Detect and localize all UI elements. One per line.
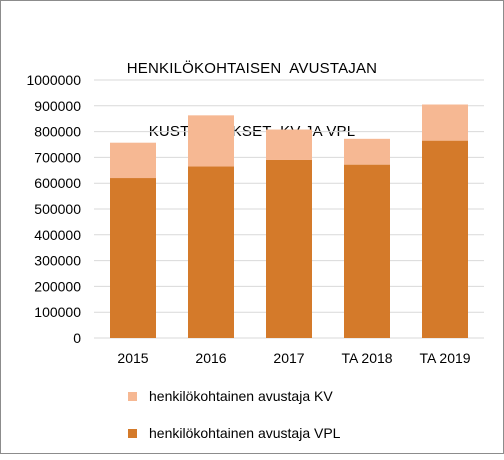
bars	[110, 104, 468, 338]
y-tick-label: 100000	[34, 304, 81, 320]
bar-vpl-2016	[188, 166, 234, 338]
y-tick-label: 500000	[34, 201, 81, 217]
bar-kv-2017	[266, 129, 312, 160]
y-tick-label: 400000	[34, 227, 81, 243]
legend-item-kv: henkilökohtainen avustaja KV	[128, 386, 340, 406]
chart-title-line-1: HENKILÖKOHTAISEN AVUSTAJAN	[126, 60, 378, 77]
x-tick-label: TA 2019	[419, 350, 470, 366]
y-tick-label: 900000	[34, 98, 81, 114]
bar-vpl-ta-2019	[422, 140, 468, 338]
y-tick-label: 0	[73, 330, 81, 346]
y-tick-label: 1000000	[26, 72, 81, 88]
bar-vpl-2017	[266, 159, 312, 338]
x-tick-label: 2015	[117, 350, 148, 366]
legend-item-vpl: henkilökohtainen avustaja VPL	[128, 423, 340, 443]
legend-swatch-kv	[128, 391, 137, 401]
x-axis-ticks: 2015 2016 2017 TA 2018 TA 2019	[117, 350, 470, 366]
x-tick-label: 2017	[273, 350, 304, 366]
y-tick-label: 600000	[34, 175, 81, 191]
legend-label-vpl: henkilökohtainen avustaja VPL	[149, 425, 341, 441]
bar-vpl-ta-2018	[344, 164, 390, 338]
y-tick-label: 700000	[34, 149, 81, 165]
y-tick-label: 300000	[34, 253, 81, 269]
y-tick-label: 800000	[34, 124, 81, 140]
bar-kv-ta-2018	[344, 138, 390, 165]
bar-kv-2016	[188, 115, 234, 167]
legend-label-kv: henkilökohtainen avustaja KV	[149, 388, 333, 404]
y-axis-ticks: 0 100000 200000 300000 400000 500000 600000 700…	[26, 72, 81, 346]
legend: henkilökohtainen avustaja KV henkilökoht…	[128, 386, 340, 460]
bar-kv-ta-2019	[422, 104, 468, 141]
x-tick-label: TA 2018	[341, 350, 392, 366]
bar-vpl-2015	[110, 178, 156, 338]
x-tick-label: 2016	[195, 350, 226, 366]
legend-swatch-vpl	[128, 428, 137, 438]
y-tick-label: 200000	[34, 278, 81, 294]
bar-kv-2015	[110, 142, 156, 179]
